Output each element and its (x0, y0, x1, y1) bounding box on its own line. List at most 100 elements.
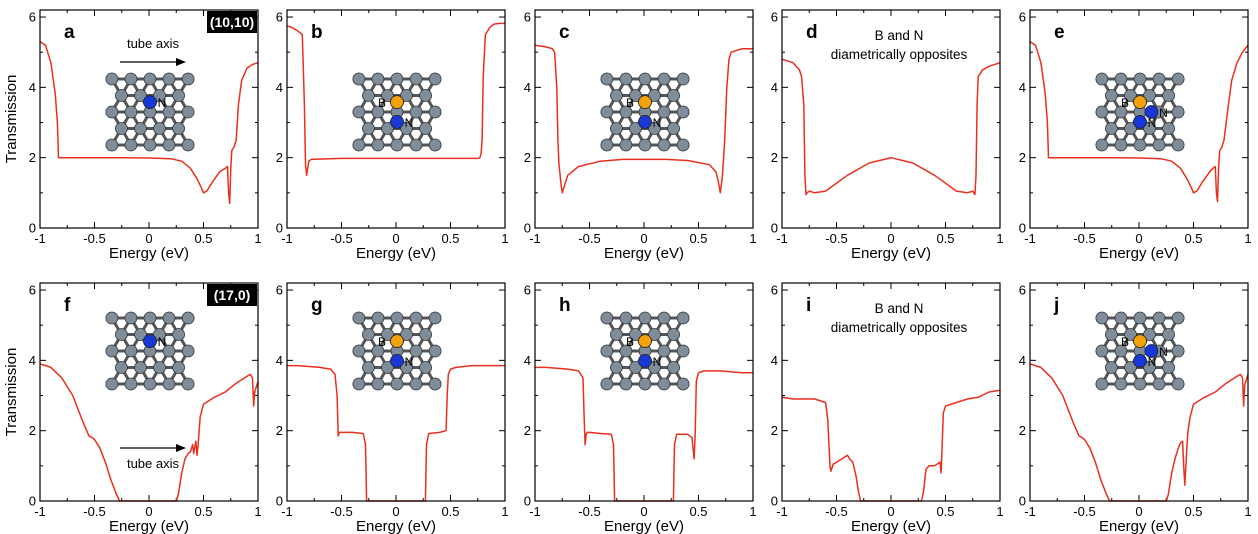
carbon-atom (381, 361, 394, 374)
carbon-atom (1152, 377, 1166, 391)
carbon-atom (600, 105, 614, 119)
carbon-atom (409, 105, 423, 119)
carbon-atom (172, 361, 185, 374)
plot-frame (781, 9, 1001, 229)
y-tick-label: 6 (524, 10, 531, 25)
y-tick-label: 2 (276, 423, 283, 438)
carbon-atom (619, 377, 633, 391)
carbon-atom (1114, 377, 1128, 391)
x-axis-title: Energy (eV) (851, 518, 931, 534)
carbon-atom (172, 328, 185, 341)
x-tick-label: -0.5 (1073, 504, 1095, 519)
lattice-inset: BN (352, 311, 442, 391)
annotation: diametrically opposites (831, 320, 968, 335)
y-tick-label: 2 (771, 423, 778, 438)
x-tick-label: 0 (1135, 231, 1142, 246)
atom-label: B (1121, 96, 1129, 110)
x-tick-label: -0.5 (578, 231, 600, 246)
carbon-atom (105, 138, 119, 152)
carbon-atom (428, 377, 442, 391)
nitrogen-atom (143, 334, 157, 349)
carbon-atom (1095, 138, 1109, 152)
carbon-atom (162, 72, 176, 86)
x-tick-label: 0 (640, 231, 647, 246)
carbon-atom (381, 122, 394, 135)
x-tick-label: 0 (392, 504, 399, 519)
carbon-atom (400, 361, 413, 374)
carbon-atom (657, 344, 671, 358)
x-tick-label: 1 (1244, 504, 1251, 519)
lattice-inset: N (105, 311, 195, 391)
y-tick-label: 2 (29, 150, 36, 165)
carbon-atom (657, 377, 671, 391)
carbon-atom (181, 138, 195, 152)
carbon-atom (1114, 344, 1128, 358)
x-tick-label: 0 (1135, 504, 1142, 519)
carbon-atom (352, 377, 366, 391)
y-tick-label: 2 (771, 150, 778, 165)
x-tick-label: 0 (887, 231, 894, 246)
y-tick-label: 4 (276, 353, 283, 368)
nitrogen-atom (1144, 344, 1159, 358)
carbon-atom (124, 105, 138, 119)
carbon-atom (676, 105, 690, 119)
y-tick-label: 6 (276, 283, 283, 298)
x-tick-label: -1 (281, 504, 293, 519)
carbon-atom (648, 89, 661, 102)
carbon-atom (610, 122, 623, 135)
carbon-atom (600, 72, 614, 86)
carbon-atom (1114, 72, 1128, 86)
carbon-atom (105, 311, 119, 325)
carbon-atom (352, 138, 366, 152)
x-tick-label: 0 (392, 231, 399, 246)
x-tick-label: 0.5 (1184, 504, 1202, 519)
panel-label: h (559, 295, 571, 316)
carbon-atom (657, 105, 671, 119)
nitrogen-atom (143, 95, 157, 109)
carbon-atom (172, 122, 185, 135)
x-tick-label: 1 (996, 504, 1003, 519)
transmission-line (781, 389, 1001, 502)
plot-frame (1029, 282, 1249, 502)
carbon-atom (124, 311, 138, 325)
carbon-atom (600, 377, 614, 391)
x-axis-title: Energy (eV) (356, 518, 436, 534)
carbon-atom (390, 72, 404, 86)
carbon-atom (362, 122, 375, 135)
y-tick-label: 2 (1019, 150, 1026, 165)
carbon-atom (1133, 72, 1147, 86)
carbon-atom (1133, 377, 1147, 391)
y-tick-label: 6 (771, 10, 778, 25)
x-tick-label: 0.5 (194, 231, 212, 246)
atom-label: N (1159, 106, 1168, 120)
carbon-atom (134, 122, 147, 135)
nitrogen-atom (638, 115, 652, 129)
x-tick-label: 0.5 (689, 504, 707, 519)
carbon-atom (381, 89, 394, 102)
x-axis-title: Energy (eV) (109, 245, 189, 262)
x-tick-label: -0.5 (330, 504, 352, 519)
y-tick-label: 4 (29, 353, 36, 368)
carbon-atom (390, 138, 404, 152)
nitrogen-atom (1133, 115, 1147, 129)
carbon-atom (638, 138, 652, 152)
carbon-atom (1171, 377, 1185, 391)
carbon-atom (419, 122, 432, 135)
y-tick-label: 4 (524, 80, 531, 95)
y-tick-label: 0 (524, 494, 531, 509)
carbon-atom (124, 377, 138, 391)
carbon-atom (371, 138, 385, 152)
carbon-atom (1124, 361, 1137, 374)
tube-axis-arrowhead (176, 444, 186, 452)
carbon-atom (381, 328, 394, 341)
x-tick-label: 0.5 (441, 504, 459, 519)
carbon-atom (181, 105, 195, 119)
panel-label: g (311, 295, 323, 316)
carbon-atom (162, 105, 176, 119)
plot-frame (781, 282, 1001, 502)
atom-label: B (1121, 335, 1129, 349)
x-tick-label: 1 (254, 504, 261, 519)
tube-axis-label: tube axis (127, 456, 180, 471)
x-tick-label: -0.5 (578, 504, 600, 519)
